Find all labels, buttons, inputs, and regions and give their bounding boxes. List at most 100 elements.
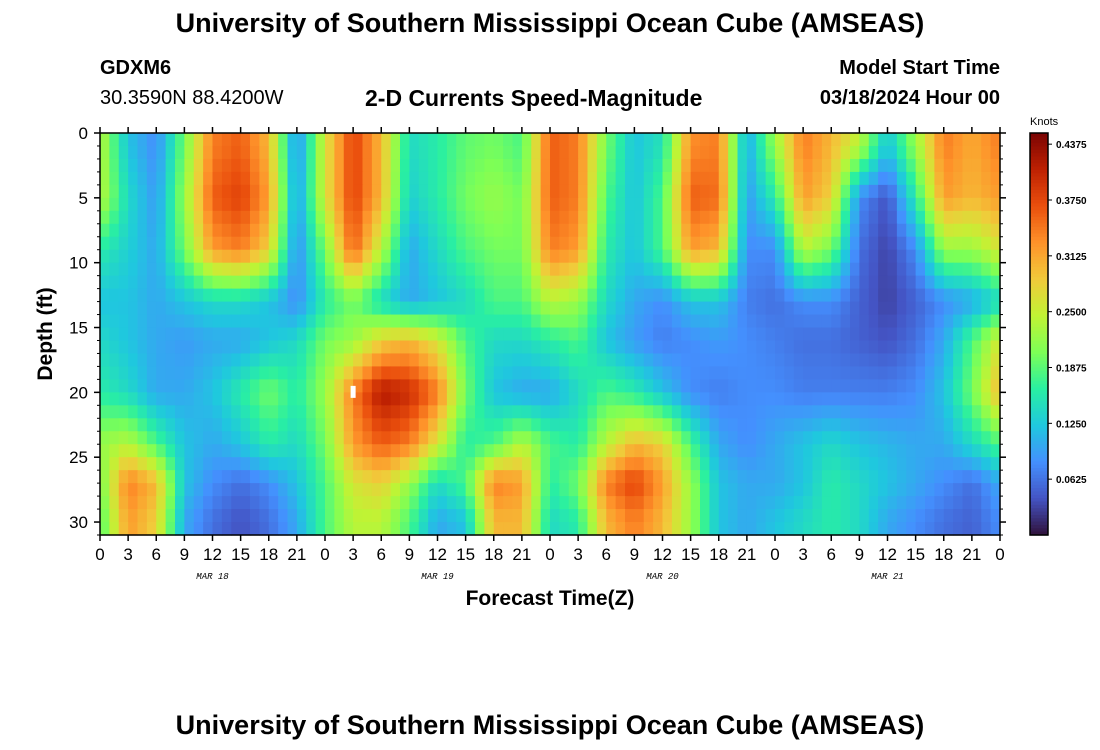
heatmap-cell [625, 366, 635, 380]
heatmap-cell [596, 379, 607, 393]
heatmap-cell [456, 249, 467, 264]
heatmap-cell [268, 379, 279, 393]
heatmap-cell [915, 483, 926, 497]
heatmap-cell [390, 210, 401, 225]
heatmap-cell [156, 327, 167, 342]
heatmap-cell [962, 327, 973, 342]
heatmap-cell [437, 444, 448, 458]
heatmap-cell [296, 457, 307, 471]
heatmap-cell [934, 522, 945, 536]
heatmap-cell [259, 314, 270, 329]
heatmap-cell [681, 340, 692, 355]
heatmap-cell [118, 457, 129, 471]
heatmap-cell [465, 158, 476, 173]
heatmap-cell [400, 327, 410, 342]
heatmap-cell [325, 483, 335, 497]
heatmap-cell [203, 236, 214, 251]
heatmap-cell [540, 522, 551, 536]
heatmap-cell [831, 262, 842, 277]
heatmap-cell [428, 184, 439, 199]
heatmap-cell [934, 457, 945, 471]
heatmap-cell [690, 223, 701, 238]
heatmap-cell [493, 470, 504, 484]
heatmap-cell [428, 210, 439, 225]
heatmap-cell [662, 171, 673, 186]
heatmap-cell [887, 392, 898, 406]
heatmap-cell [475, 496, 485, 510]
heatmap-cell [953, 444, 964, 458]
heatmap-cell [400, 210, 410, 225]
heatmap-cell [240, 145, 251, 160]
heatmap-cell [240, 340, 251, 355]
heatmap-cell [306, 483, 317, 497]
heatmap-cell [878, 405, 889, 419]
heatmap-cell [100, 327, 110, 342]
colorbar-segment [1030, 514, 1048, 519]
heatmap-cell [962, 314, 973, 329]
heatmap-cell [465, 379, 476, 393]
heatmap-cell [934, 262, 945, 277]
heatmap-cell [371, 288, 382, 303]
heatmap-cell [803, 483, 814, 497]
heatmap-cell [737, 431, 748, 445]
heatmap-cell [212, 340, 223, 355]
heatmap-cell [943, 509, 954, 523]
heatmap-cell [240, 275, 251, 290]
heatmap-cell [353, 236, 364, 251]
heatmap-cell [653, 275, 664, 290]
heatmap-cell [175, 418, 185, 432]
heatmap-cell [418, 340, 429, 355]
heatmap-cell [906, 522, 917, 536]
heatmap-cell [118, 262, 129, 277]
x-tick-label: 9 [405, 545, 414, 564]
heatmap-cell [250, 392, 260, 406]
heatmap-cell [259, 444, 270, 458]
heatmap-cell [240, 457, 251, 471]
heatmap-cell [606, 379, 617, 393]
heatmap-cell [128, 353, 139, 368]
heatmap-cell [934, 366, 945, 380]
heatmap-cell [718, 522, 729, 536]
heatmap-cell [915, 197, 926, 212]
heatmap-cell [868, 405, 879, 419]
heatmap-cell [990, 145, 1001, 160]
heatmap-cell [231, 522, 242, 536]
colorbar-segment [1030, 350, 1048, 355]
heatmap-cell [671, 171, 682, 186]
heatmap-cell [212, 249, 223, 264]
heatmap-cell [775, 262, 785, 277]
heatmap-cell [625, 509, 635, 523]
heatmap-cell [896, 288, 907, 303]
heatmap-cell [728, 133, 739, 147]
colorbar-segment [1030, 417, 1048, 422]
heatmap-cell [831, 210, 842, 225]
heatmap-cell [456, 405, 467, 419]
heatmap-cell [446, 327, 457, 342]
heatmap-cell [662, 145, 673, 160]
heatmap-cell [353, 340, 364, 355]
heatmap-cell [878, 236, 889, 251]
colorbar-segment [1030, 511, 1048, 516]
colorbar-segment [1030, 344, 1048, 348]
heatmap-cell [559, 275, 570, 290]
heatmap-cell [812, 133, 823, 147]
heatmap-cell [165, 262, 176, 277]
heatmap-cell [671, 133, 682, 147]
heatmap-cell [409, 249, 420, 264]
heatmap-cell [512, 444, 523, 458]
heatmap-cell [456, 457, 467, 471]
heatmap-cell [662, 158, 673, 173]
heatmap-cell [231, 133, 242, 147]
heatmap-cell [306, 392, 317, 406]
heatmap-cell [521, 288, 532, 303]
heatmap-cell [728, 470, 739, 484]
heatmap-cell [287, 470, 298, 484]
heatmap-cell [953, 522, 964, 536]
heatmap-cell [400, 158, 410, 173]
heatmap-cell [925, 509, 935, 523]
heatmap-cell [568, 418, 579, 432]
heatmap-cell [662, 340, 673, 355]
heatmap-cell [137, 145, 148, 160]
heatmap-cell [812, 327, 823, 342]
heatmap-cell [634, 223, 645, 238]
